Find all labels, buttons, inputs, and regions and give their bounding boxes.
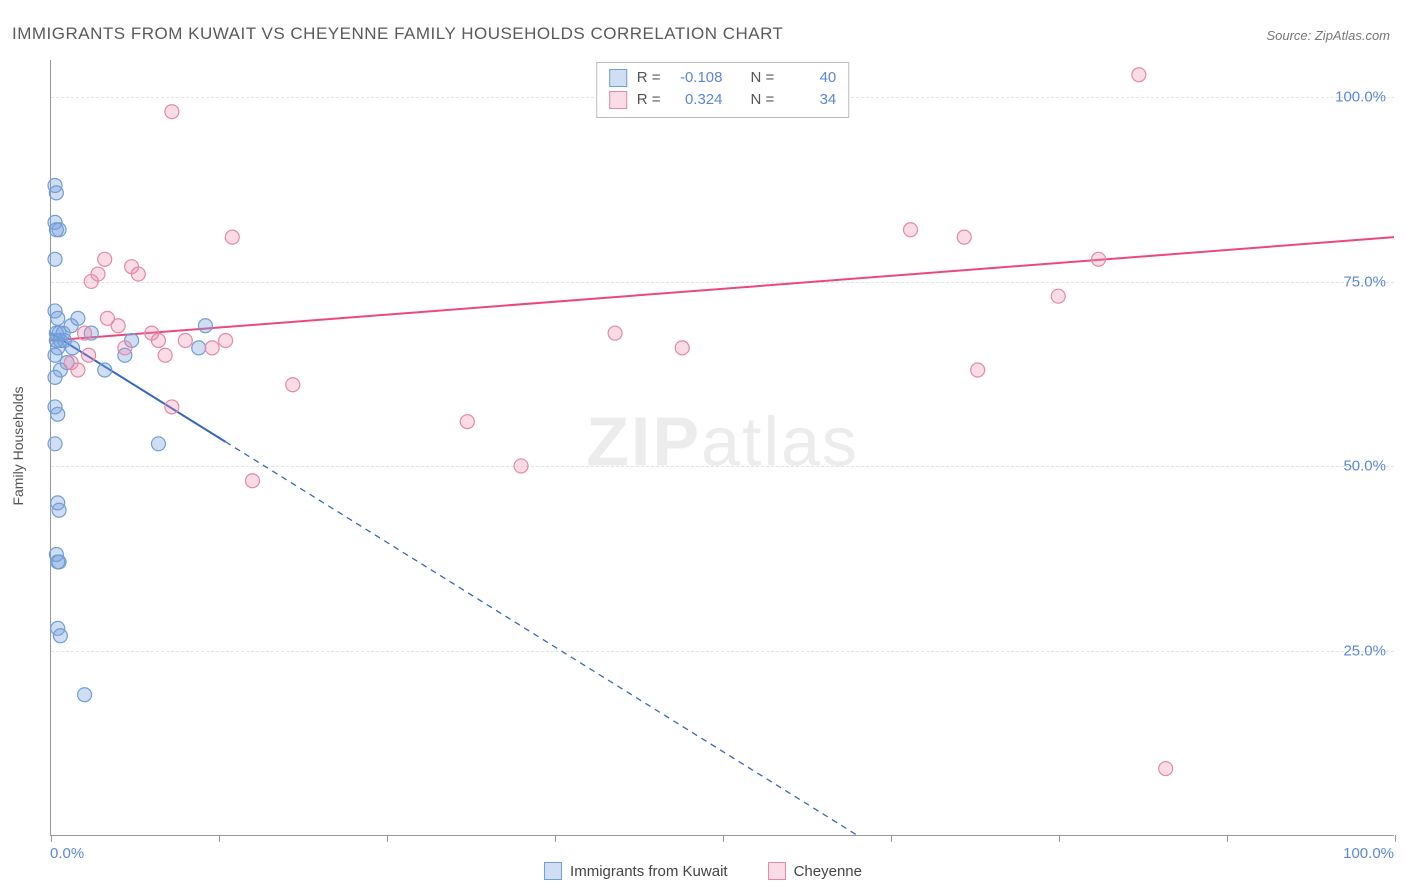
- scatter-point: [65, 341, 79, 355]
- scatter-point: [51, 407, 65, 421]
- scatter-point: [52, 503, 66, 517]
- scatter-point: [178, 333, 192, 347]
- legend-item-0: Immigrants from Kuwait: [544, 862, 728, 880]
- scatter-point: [48, 437, 62, 451]
- r-value-0: -0.108: [671, 67, 723, 89]
- scatter-point: [165, 105, 179, 119]
- scatter-point: [82, 348, 96, 362]
- scatter-point: [98, 363, 112, 377]
- n-value-0: 40: [784, 67, 836, 89]
- x-tick-label: 100.0%: [1343, 845, 1394, 862]
- scatter-point: [1159, 762, 1173, 776]
- scatter-point: [192, 341, 206, 355]
- legend-label-0: Immigrants from Kuwait: [570, 863, 728, 880]
- source-credit: Source: ZipAtlas.com: [1266, 28, 1390, 43]
- x-tick-label: 0.0%: [50, 845, 84, 862]
- swatch-series-0: [609, 69, 627, 87]
- scatter-point: [49, 223, 63, 237]
- swatch-series-1: [768, 862, 786, 880]
- scatter-point: [78, 688, 92, 702]
- scatter-point: [219, 333, 233, 347]
- scatter-point: [53, 629, 67, 643]
- legend-item-1: Cheyenne: [768, 862, 862, 880]
- scatter-point: [165, 400, 179, 414]
- scatter-point: [198, 319, 212, 333]
- n-value-1: 34: [784, 89, 836, 111]
- r-value-1: 0.324: [671, 89, 723, 111]
- scatter-point: [98, 252, 112, 266]
- scatter-point: [48, 252, 62, 266]
- y-axis-label: Family Households: [10, 386, 26, 505]
- scatter-point: [49, 186, 63, 200]
- scatter-point: [225, 230, 239, 244]
- r-label: R =: [637, 67, 661, 89]
- swatch-series-0: [544, 862, 562, 880]
- scatter-point: [71, 311, 85, 325]
- legend-label-1: Cheyenne: [794, 863, 862, 880]
- y-tick-label: 25.0%: [1343, 643, 1386, 660]
- plot-area: ZIPatlas R = -0.108 N = 40 R = 0.324 N =…: [50, 60, 1394, 836]
- scatter-point: [514, 459, 528, 473]
- scatter-point: [51, 311, 65, 325]
- stats-row-series-0: R = -0.108 N = 40: [609, 67, 837, 89]
- scatter-point: [971, 363, 985, 377]
- scatter-point: [286, 378, 300, 392]
- scatter-point: [51, 555, 65, 569]
- stats-legend-box: R = -0.108 N = 40 R = 0.324 N = 34: [596, 62, 850, 118]
- scatter-point: [158, 348, 172, 362]
- scatter-point: [131, 267, 145, 281]
- scatter-point: [118, 341, 132, 355]
- scatter-point: [1132, 68, 1146, 82]
- scatter-point: [78, 326, 92, 340]
- scatter-point: [151, 333, 165, 347]
- scatter-point: [1051, 289, 1065, 303]
- scatter-point: [957, 230, 971, 244]
- n-label: N =: [751, 67, 775, 89]
- y-tick-label: 100.0%: [1335, 88, 1386, 105]
- scatter-point: [245, 474, 259, 488]
- scatter-point: [608, 326, 622, 340]
- scatter-point: [904, 223, 918, 237]
- y-tick-label: 50.0%: [1343, 458, 1386, 475]
- scatter-point: [91, 267, 105, 281]
- scatter-point: [1092, 252, 1106, 266]
- r-label: R =: [637, 89, 661, 111]
- scatter-point: [205, 341, 219, 355]
- n-label: N =: [751, 89, 775, 111]
- scatter-point: [48, 348, 62, 362]
- scatter-svg: [51, 60, 1394, 835]
- bottom-legend: Immigrants from Kuwait Cheyenne: [544, 862, 862, 880]
- chart-container: IMMIGRANTS FROM KUWAIT VS CHEYENNE FAMIL…: [0, 0, 1406, 892]
- scatter-point: [460, 415, 474, 429]
- swatch-series-1: [609, 91, 627, 109]
- chart-title: IMMIGRANTS FROM KUWAIT VS CHEYENNE FAMIL…: [12, 24, 783, 44]
- scatter-point: [100, 311, 114, 325]
- stats-row-series-1: R = 0.324 N = 34: [609, 89, 837, 111]
- scatter-point: [71, 363, 85, 377]
- y-tick-label: 75.0%: [1343, 273, 1386, 290]
- scatter-point: [151, 437, 165, 451]
- scatter-point: [675, 341, 689, 355]
